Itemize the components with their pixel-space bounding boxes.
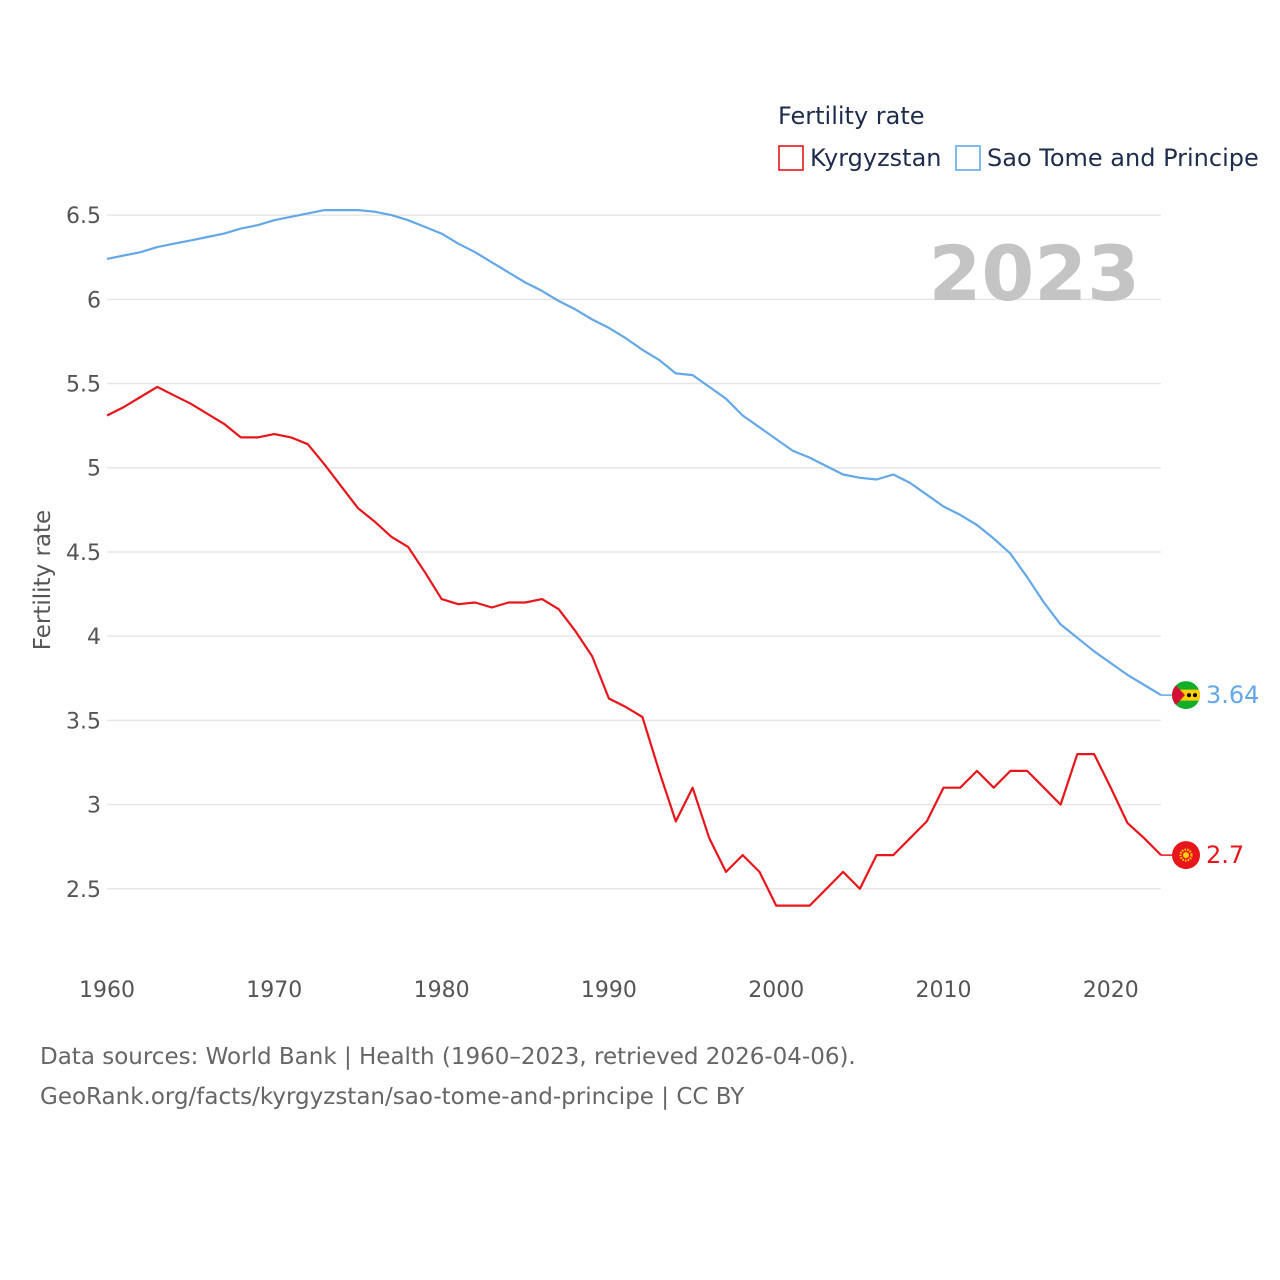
end-value-label-sao-tome-and-principe: 3.64 (1206, 681, 1259, 709)
y-axis-ticks: 2.5 3 3.5 4 4.5 5 5.5 6 6.5 (66, 204, 101, 903)
end-markers: 2.7 3.64 (1161, 681, 1259, 870)
legend-label-kyrgyzstan: Kyrgyzstan (810, 144, 942, 172)
y-tick-label: 3 (87, 794, 101, 819)
y-tick-label: 6 (87, 288, 101, 313)
y-tick-label: 4.5 (66, 541, 101, 566)
legend-item-sao-tome-and-principe[interactable]: Sao Tome and Principe (955, 144, 1259, 172)
year-label: 2023 (928, 229, 1140, 318)
legend-title: Fertility rate (778, 102, 925, 130)
series-line-sao-tome-and-principe[interactable] (106, 209, 1162, 697)
y-tick-label: 3.5 (66, 709, 101, 734)
x-tick-label: 2010 (916, 978, 972, 1003)
y-tick-label: 6.5 (66, 204, 101, 229)
x-axis-ticks: 1960 1970 1980 1990 2000 2010 2020 (79, 978, 1139, 1003)
legend-swatch-sao-tome-and-principe (955, 145, 981, 171)
x-tick-label: 2000 (748, 978, 804, 1003)
series-line-kyrgyzstan[interactable] (106, 385, 1162, 907)
sao-tome-and-principe-flag-icon (1172, 681, 1200, 710)
y-axis-title: Fertility rate (30, 510, 56, 650)
x-tick-label: 1960 (79, 978, 135, 1003)
y-tick-label: 5.5 (66, 373, 101, 398)
x-tick-label: 1990 (581, 978, 637, 1003)
source-note: Data sources: World Bank | Health (1960–… (40, 1044, 856, 1070)
x-tick-label: 2020 (1083, 978, 1139, 1003)
y-tick-label: 2.5 (66, 878, 101, 903)
y-tick-label: 5 (87, 457, 101, 482)
x-tick-label: 1970 (246, 978, 302, 1003)
legend: Fertility rate Kyrgyzstan Sao Tome and P… (778, 102, 1259, 172)
kyrgyzstan-flag-icon (1172, 841, 1200, 870)
end-value-label-kyrgyzstan: 2.7 (1206, 841, 1244, 869)
x-tick-label: 1980 (414, 978, 470, 1003)
gridlines (107, 214, 1161, 890)
legend-item-kyrgyzstan[interactable]: Kyrgyzstan (778, 144, 942, 172)
series-lines (106, 209, 1162, 907)
legend-label-sao-tome-and-principe: Sao Tome and Principe (987, 144, 1259, 172)
attribution-link[interactable]: GeoRank.org/facts/kyrgyzstan/sao-tome-an… (40, 1084, 745, 1110)
legend-swatch-kyrgyzstan (778, 145, 804, 171)
y-tick-label: 4 (87, 625, 101, 650)
